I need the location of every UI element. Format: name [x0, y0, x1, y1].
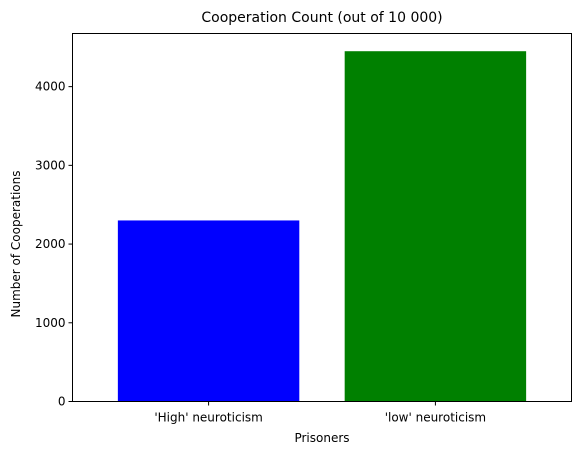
y-tick-label: 1000: [35, 316, 66, 330]
x-tick-label: 'High' neuroticism: [154, 411, 263, 425]
y-tick-label: 2000: [35, 237, 66, 251]
y-tick-label: 0: [58, 395, 66, 409]
bar-1: [344, 51, 527, 402]
y-tick-label: 4000: [35, 80, 66, 94]
chart-title: Cooperation Count (out of 10 000): [201, 10, 442, 26]
x-tick-label: 'low' neuroticism: [385, 411, 486, 425]
y-axis-label: Number of Cooperations: [9, 171, 23, 318]
y-tick-label: 3000: [35, 158, 66, 172]
bar-0: [117, 220, 300, 402]
plot-area-frame: [72, 33, 572, 402]
x-axis-label: Prisoners: [294, 431, 349, 445]
